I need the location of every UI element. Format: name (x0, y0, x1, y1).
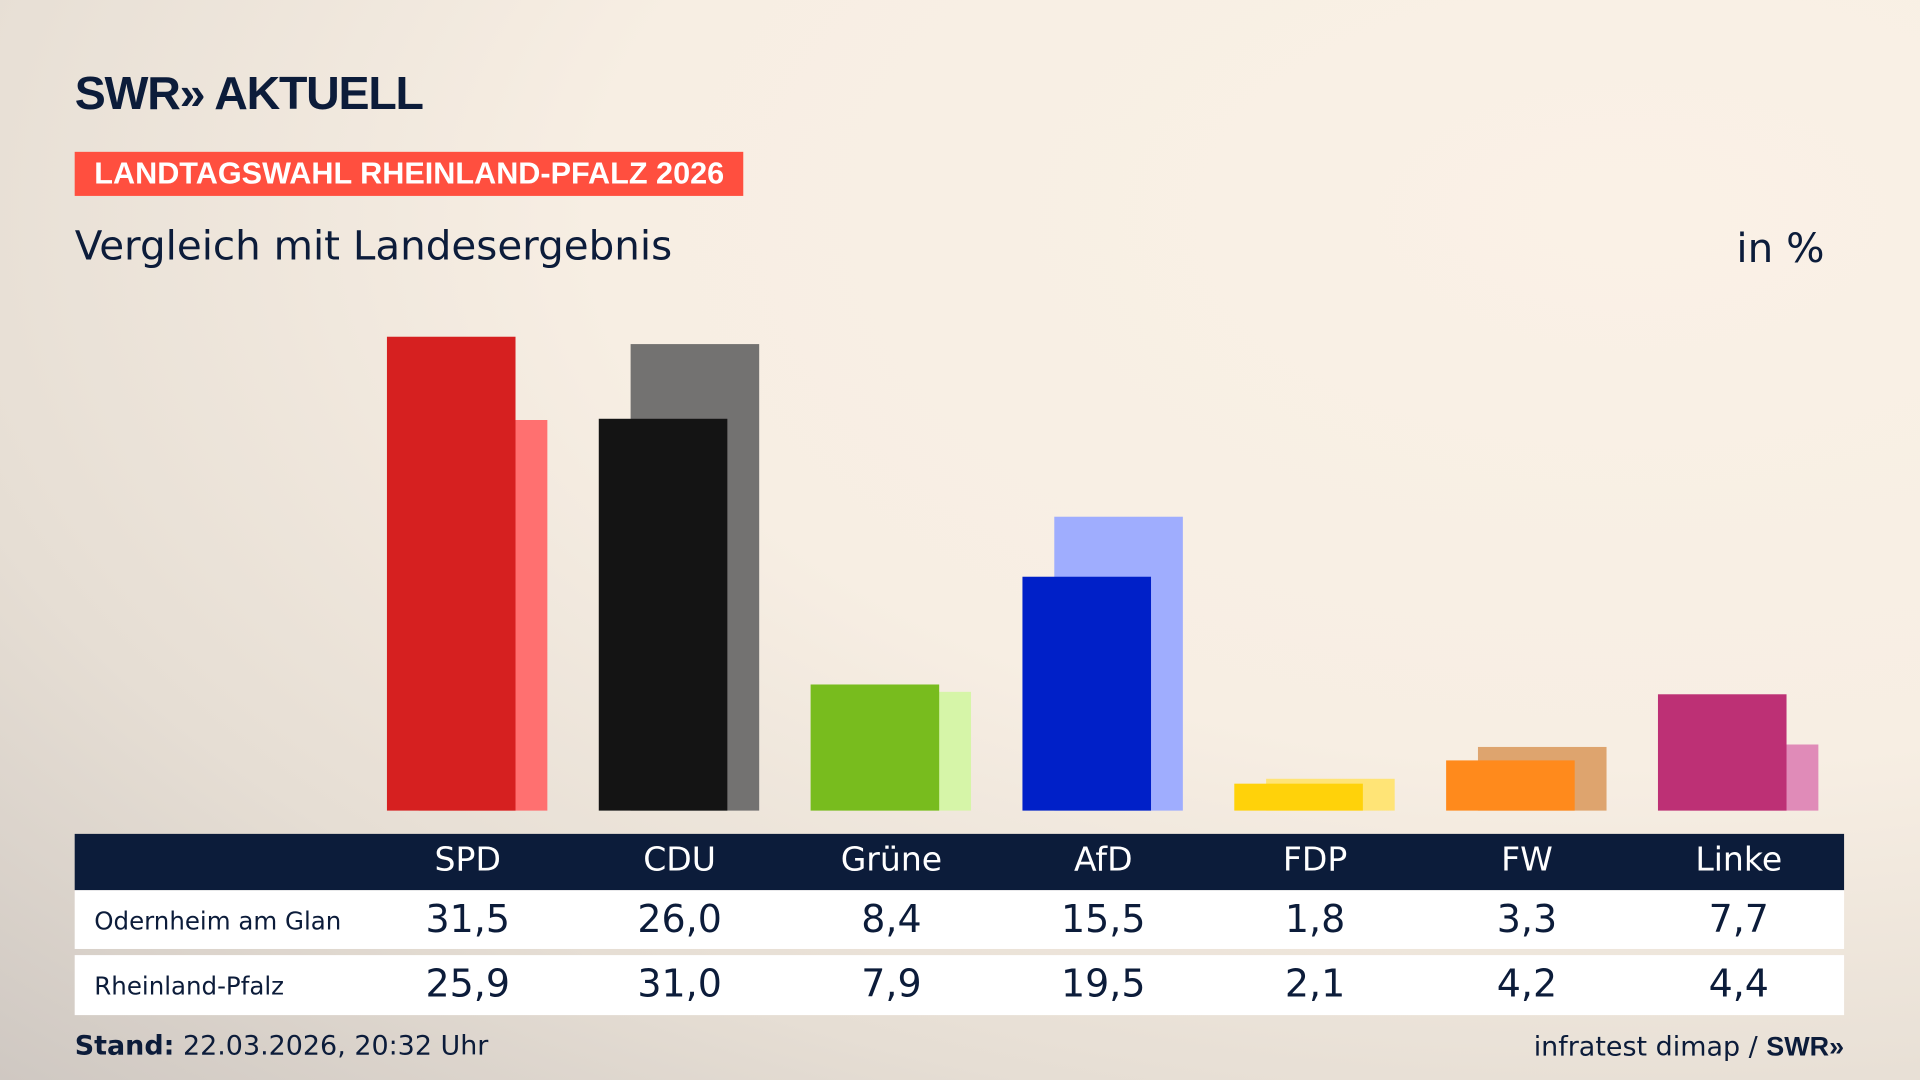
chart-subtitle: Vergleich mit Landesergebnis (74, 221, 673, 270)
table-row: Rheinland-Pfalz 25,9 31,0 7,9 19,5 2,1 4,2 4,4 (74, 955, 1845, 1016)
value-label: 25,9 (425, 962, 511, 1007)
value-label: 19,5 (1061, 962, 1146, 1007)
party-label: SPD (434, 841, 501, 880)
value-label: 2,1 (1284, 962, 1346, 1007)
stand-value: 22.03.2026, 20:32 Uhr (174, 1031, 489, 1062)
table-row: Odernheim am Glan 31,5 26,0 8,4 15,5 1,8 3,3 7… (74, 890, 1845, 949)
value-label: 31,0 (637, 962, 722, 1007)
value-label: 26,0 (637, 897, 722, 942)
party-label: CDU (643, 841, 716, 880)
row-label: Odernheim am Glan (94, 906, 342, 936)
unit-label: in % (1736, 224, 1825, 272)
value-label: 7,9 (861, 962, 922, 1007)
value-label: 1,8 (1284, 897, 1346, 942)
bar-local-fdp (1234, 783, 1363, 811)
bar-local-cdu (598, 419, 728, 811)
value-label: 7,7 (1708, 897, 1769, 942)
party-label: AfD (1073, 841, 1133, 880)
bar-local-grüne (810, 684, 940, 811)
value-label: 8,4 (861, 897, 922, 942)
bar-local-spd (386, 336, 516, 811)
row-label: Rheinland-Pfalz (94, 971, 284, 1001)
bar-local-afd (1022, 577, 1152, 811)
table-header: SPD CDU Grüne AfD FDP FW Linke (74, 833, 1845, 891)
bar-local-fw (1446, 760, 1575, 811)
bar-local-linke (1657, 694, 1787, 811)
source-text: infratest dimap / (1533, 1032, 1767, 1063)
value-label: 15,5 (1061, 897, 1146, 942)
party-label: FDP (1282, 841, 1348, 880)
value-label: 31,5 (425, 897, 511, 942)
swr-logo: SWR» (1766, 1031, 1845, 1062)
election-tag: LANDTAGSWAHL RHEINLAND-PFALZ 2026 (74, 151, 744, 196)
party-label: FW (1501, 841, 1553, 880)
swr-aktuell-logo: SWR» AKTUELL (74, 68, 424, 121)
party-label: Linke (1695, 841, 1783, 880)
value-label: 4,2 (1496, 962, 1558, 1007)
value-label: 4,4 (1708, 962, 1769, 1007)
value-label: 3,3 (1496, 897, 1558, 942)
source: infratest dimap / SWR» (1534, 1031, 1844, 1063)
stand-label: Stand: (74, 1031, 175, 1062)
party-label: Grüne (840, 841, 943, 880)
timestamp: Stand: 22.03.2026, 20:32 Uhr (75, 1031, 489, 1062)
